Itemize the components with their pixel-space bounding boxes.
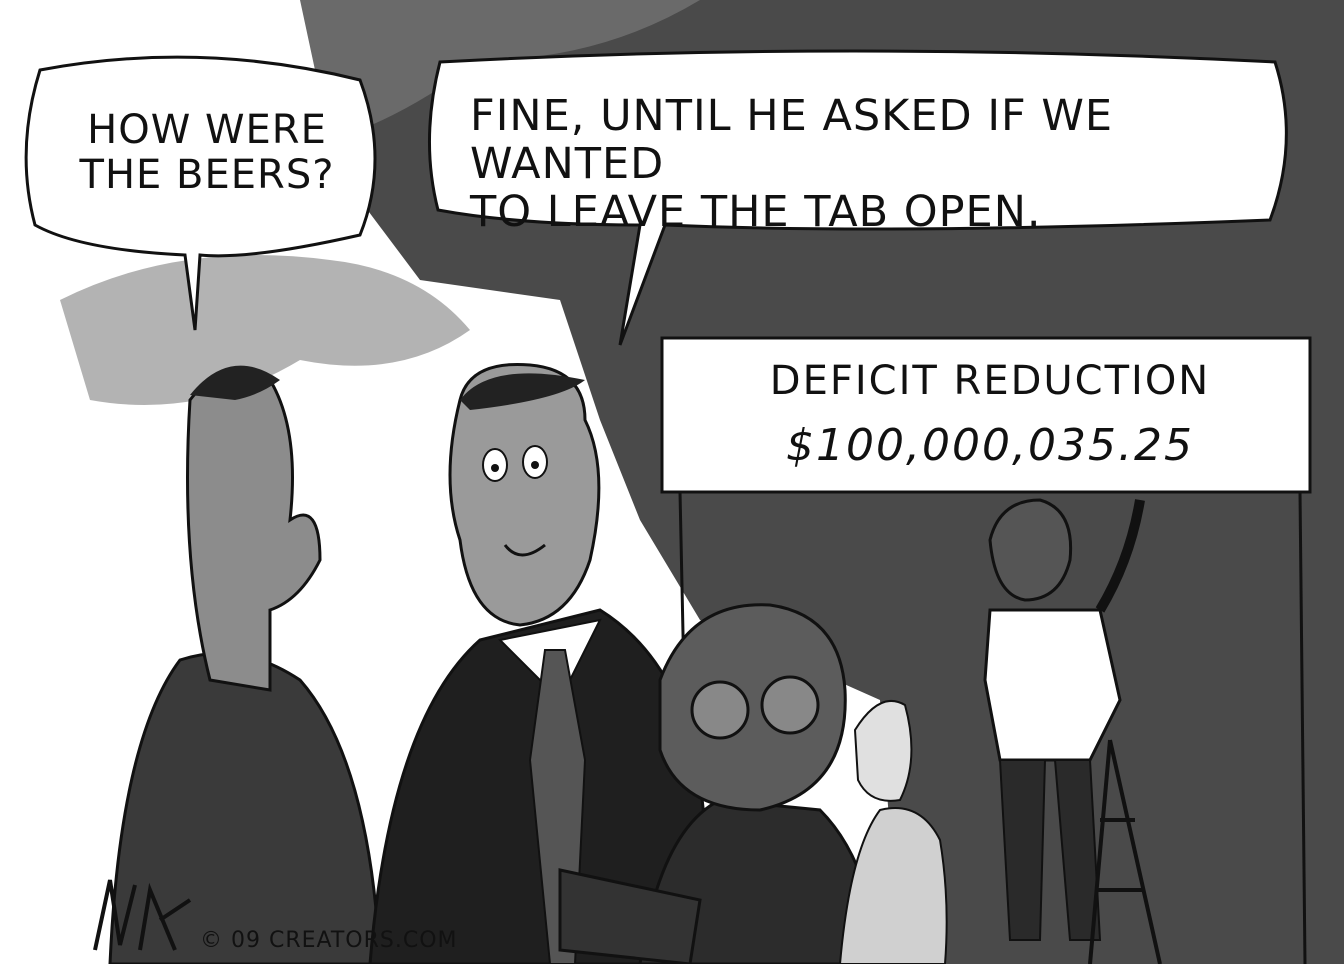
figure-small-background — [838, 700, 948, 964]
figure-left — [108, 365, 382, 964]
sign-post-right — [1298, 491, 1307, 964]
sign-amount: $100,000,035.25 — [786, 420, 1194, 471]
foliage-top — [300, 0, 700, 140]
speech-bubble-left — [24, 55, 377, 331]
ladder-rail-2 — [1088, 739, 1112, 964]
folder — [558, 868, 702, 964]
copyright-credit: © 09 CREATORS.COM — [200, 928, 458, 953]
figure-bald-glasses — [558, 603, 882, 964]
speech-bubble-right — [427, 49, 1288, 346]
speech-bubble-left-text: HOW WERE THE BEERS? — [79, 107, 335, 198]
artist-signature — [93, 879, 192, 951]
deficit-sign-board — [660, 336, 1312, 494]
figure-middle — [368, 362, 722, 964]
speech-bubble-right-text: FINE, UNTIL HE ASKED IF WE WANTED TO LEA… — [470, 91, 1114, 238]
ladder-rail — [1108, 739, 1162, 964]
figure-on-ladder — [983, 498, 1162, 964]
foliage-left — [60, 255, 470, 405]
sign-title: DEFICIT REDUCTION — [769, 358, 1211, 404]
